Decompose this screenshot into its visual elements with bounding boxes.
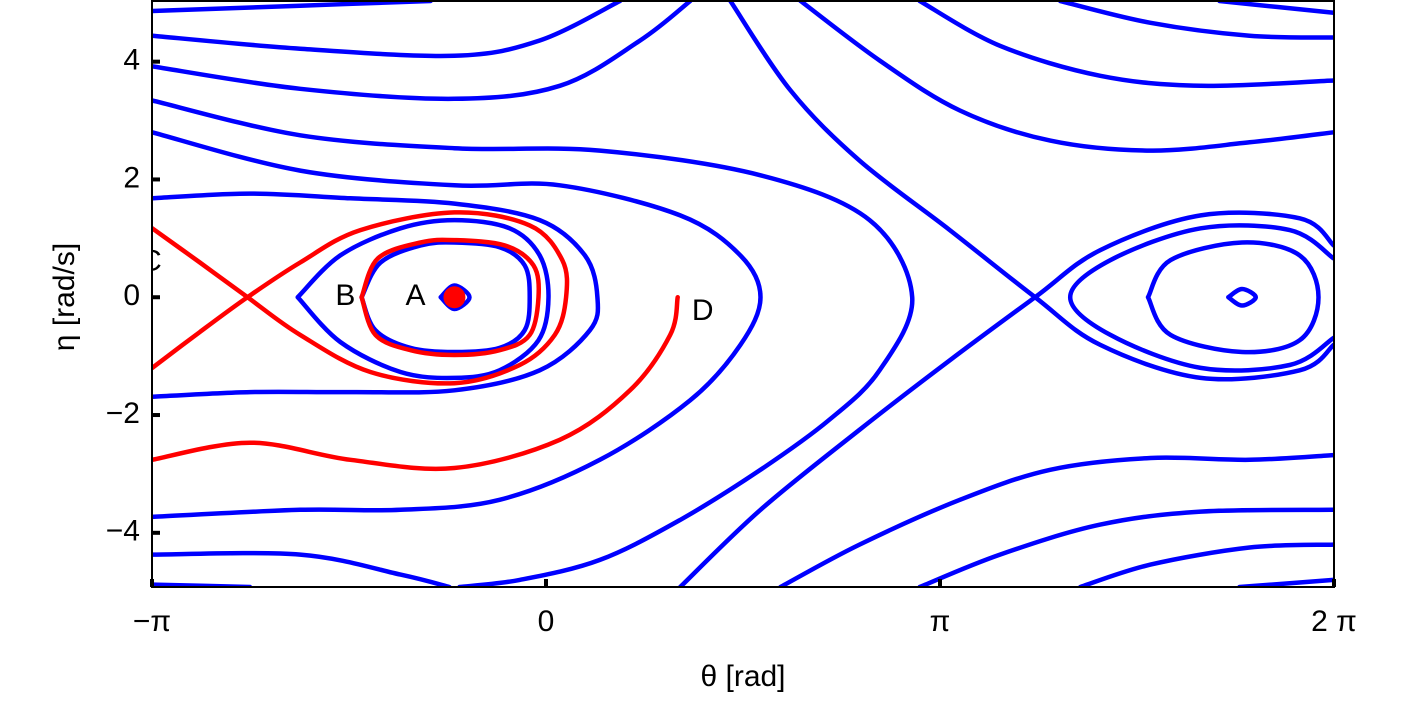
y-tick-label: −4 bbox=[106, 515, 140, 548]
trajectory bbox=[152, 550, 452, 587]
annotation: B bbox=[335, 279, 355, 312]
trajectory bbox=[359, 237, 542, 358]
trajectory bbox=[152, 130, 763, 520]
annotation: A bbox=[406, 279, 426, 312]
plot-area: A B C D bbox=[140, 1, 1334, 587]
x-tick-label: π bbox=[930, 605, 951, 638]
trajectory bbox=[152, 1, 623, 59]
point bbox=[443, 286, 466, 309]
trajectory bbox=[152, 294, 680, 472]
trajectory bbox=[798, 1, 1334, 153]
trajectory bbox=[778, 452, 1334, 587]
y-tick-label: 2 bbox=[123, 161, 140, 194]
y-tick-label: −2 bbox=[106, 397, 140, 430]
x-axis-label: θ [rad] bbox=[700, 660, 785, 693]
y-tick-label: 4 bbox=[123, 44, 140, 77]
y-tick-label: 0 bbox=[123, 279, 140, 312]
annotation: C bbox=[140, 244, 162, 277]
annotation: D bbox=[692, 294, 714, 327]
trajectory bbox=[728, 1, 1334, 382]
y-axis-label: η [rad/s] bbox=[48, 243, 81, 351]
trajectory bbox=[1226, 286, 1259, 308]
trajectory bbox=[1145, 240, 1321, 355]
trajectory bbox=[677, 210, 1334, 587]
trajectory bbox=[152, 1, 433, 14]
trajectory bbox=[1057, 1, 1334, 40]
trajectory bbox=[295, 217, 551, 381]
trajectory bbox=[152, 98, 915, 587]
trajectory bbox=[152, 191, 601, 400]
x-tick-label: 2 π bbox=[1311, 605, 1357, 638]
x-tick-label: 0 bbox=[538, 605, 555, 638]
trajectory bbox=[152, 210, 570, 386]
axes: −4 −2 0 2 4 −π 0 π 2 π bbox=[106, 44, 1357, 638]
x-tick-label: −π bbox=[133, 605, 171, 638]
trajectory bbox=[917, 507, 1334, 587]
trajectory bbox=[1078, 542, 1334, 587]
trajectory bbox=[152, 1, 693, 102]
trajectory bbox=[1067, 223, 1334, 373]
trajectory bbox=[917, 1, 1334, 89]
frame bbox=[151, 0, 1335, 588]
